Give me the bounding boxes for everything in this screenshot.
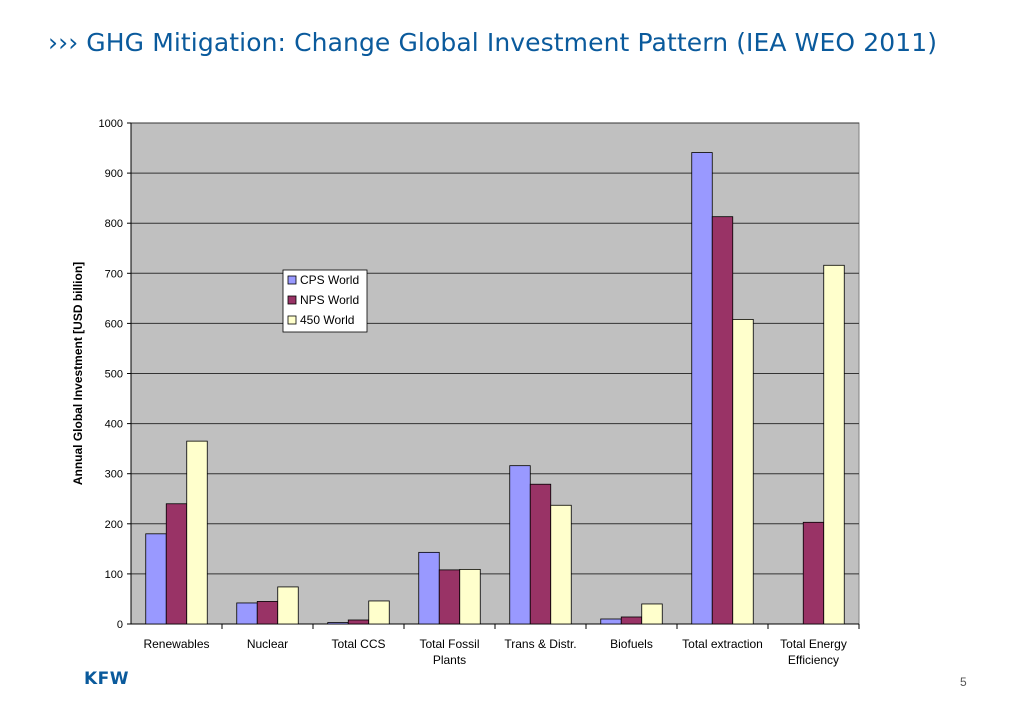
bar	[732, 318, 754, 625]
bar	[236, 602, 258, 625]
y-tick-label: 400	[105, 419, 123, 431]
slide-title: ››› GHG Mitigation: Change Global Investm…	[48, 28, 937, 57]
x-tick-label: Total Energy	[780, 637, 847, 651]
legend-label: NPS World	[300, 293, 359, 307]
x-tick-label: Efficiency	[788, 653, 839, 667]
bar	[186, 440, 208, 625]
x-tick-label: Biofuels	[610, 637, 653, 651]
bar	[418, 551, 440, 625]
legend-swatch	[287, 315, 297, 325]
x-tick-label: Nuclear	[247, 637, 288, 651]
legend-label: 450 World	[300, 313, 354, 327]
bar	[711, 216, 734, 625]
bar	[145, 533, 167, 625]
bar	[277, 586, 299, 625]
bar	[600, 618, 622, 625]
bar	[550, 504, 572, 625]
bar	[459, 568, 481, 625]
y-tick-label: 700	[105, 268, 123, 280]
x-tick-label: Total CCS	[331, 637, 385, 651]
bar	[641, 603, 663, 625]
bar	[368, 600, 390, 625]
bar	[438, 569, 461, 625]
title-text: GHG Mitigation: Change Global Investment…	[86, 28, 938, 57]
y-tick-label: 500	[105, 369, 123, 381]
y-tick-label: 1000	[99, 118, 123, 130]
page-number: 5	[960, 675, 967, 689]
y-tick-label: 800	[105, 218, 123, 230]
legend-label: CPS World	[300, 273, 359, 287]
bar	[256, 601, 279, 625]
bar	[823, 264, 845, 625]
y-tick-label: 0	[117, 619, 123, 631]
bar	[691, 152, 713, 625]
bar	[165, 503, 188, 625]
kfw-logo: KFW	[84, 669, 130, 689]
bar	[802, 521, 825, 625]
x-tick-label: Plants	[433, 653, 466, 667]
x-tick-label: Total extraction	[682, 637, 763, 651]
y-axis-title: Annual Global Investment [USD billion]	[71, 262, 85, 485]
x-tick-label: Total Fossil	[419, 637, 479, 651]
x-tick-label: Trans & Distr.	[504, 637, 576, 651]
y-tick-label: 900	[105, 168, 123, 180]
bar	[327, 622, 349, 625]
y-tick-label: 100	[105, 569, 123, 581]
y-tick-label: 600	[105, 318, 123, 330]
y-tick-label: 300	[105, 469, 123, 481]
legend-swatch	[287, 295, 297, 305]
legend-box	[282, 269, 368, 333]
bar	[347, 619, 370, 625]
y-tick-label: 200	[105, 519, 123, 531]
bar	[529, 483, 552, 625]
legend-swatch	[287, 275, 297, 285]
bar	[620, 616, 643, 625]
bar	[509, 465, 531, 625]
title-marker: ›››	[48, 28, 79, 57]
x-tick-label: Renewables	[143, 637, 209, 651]
